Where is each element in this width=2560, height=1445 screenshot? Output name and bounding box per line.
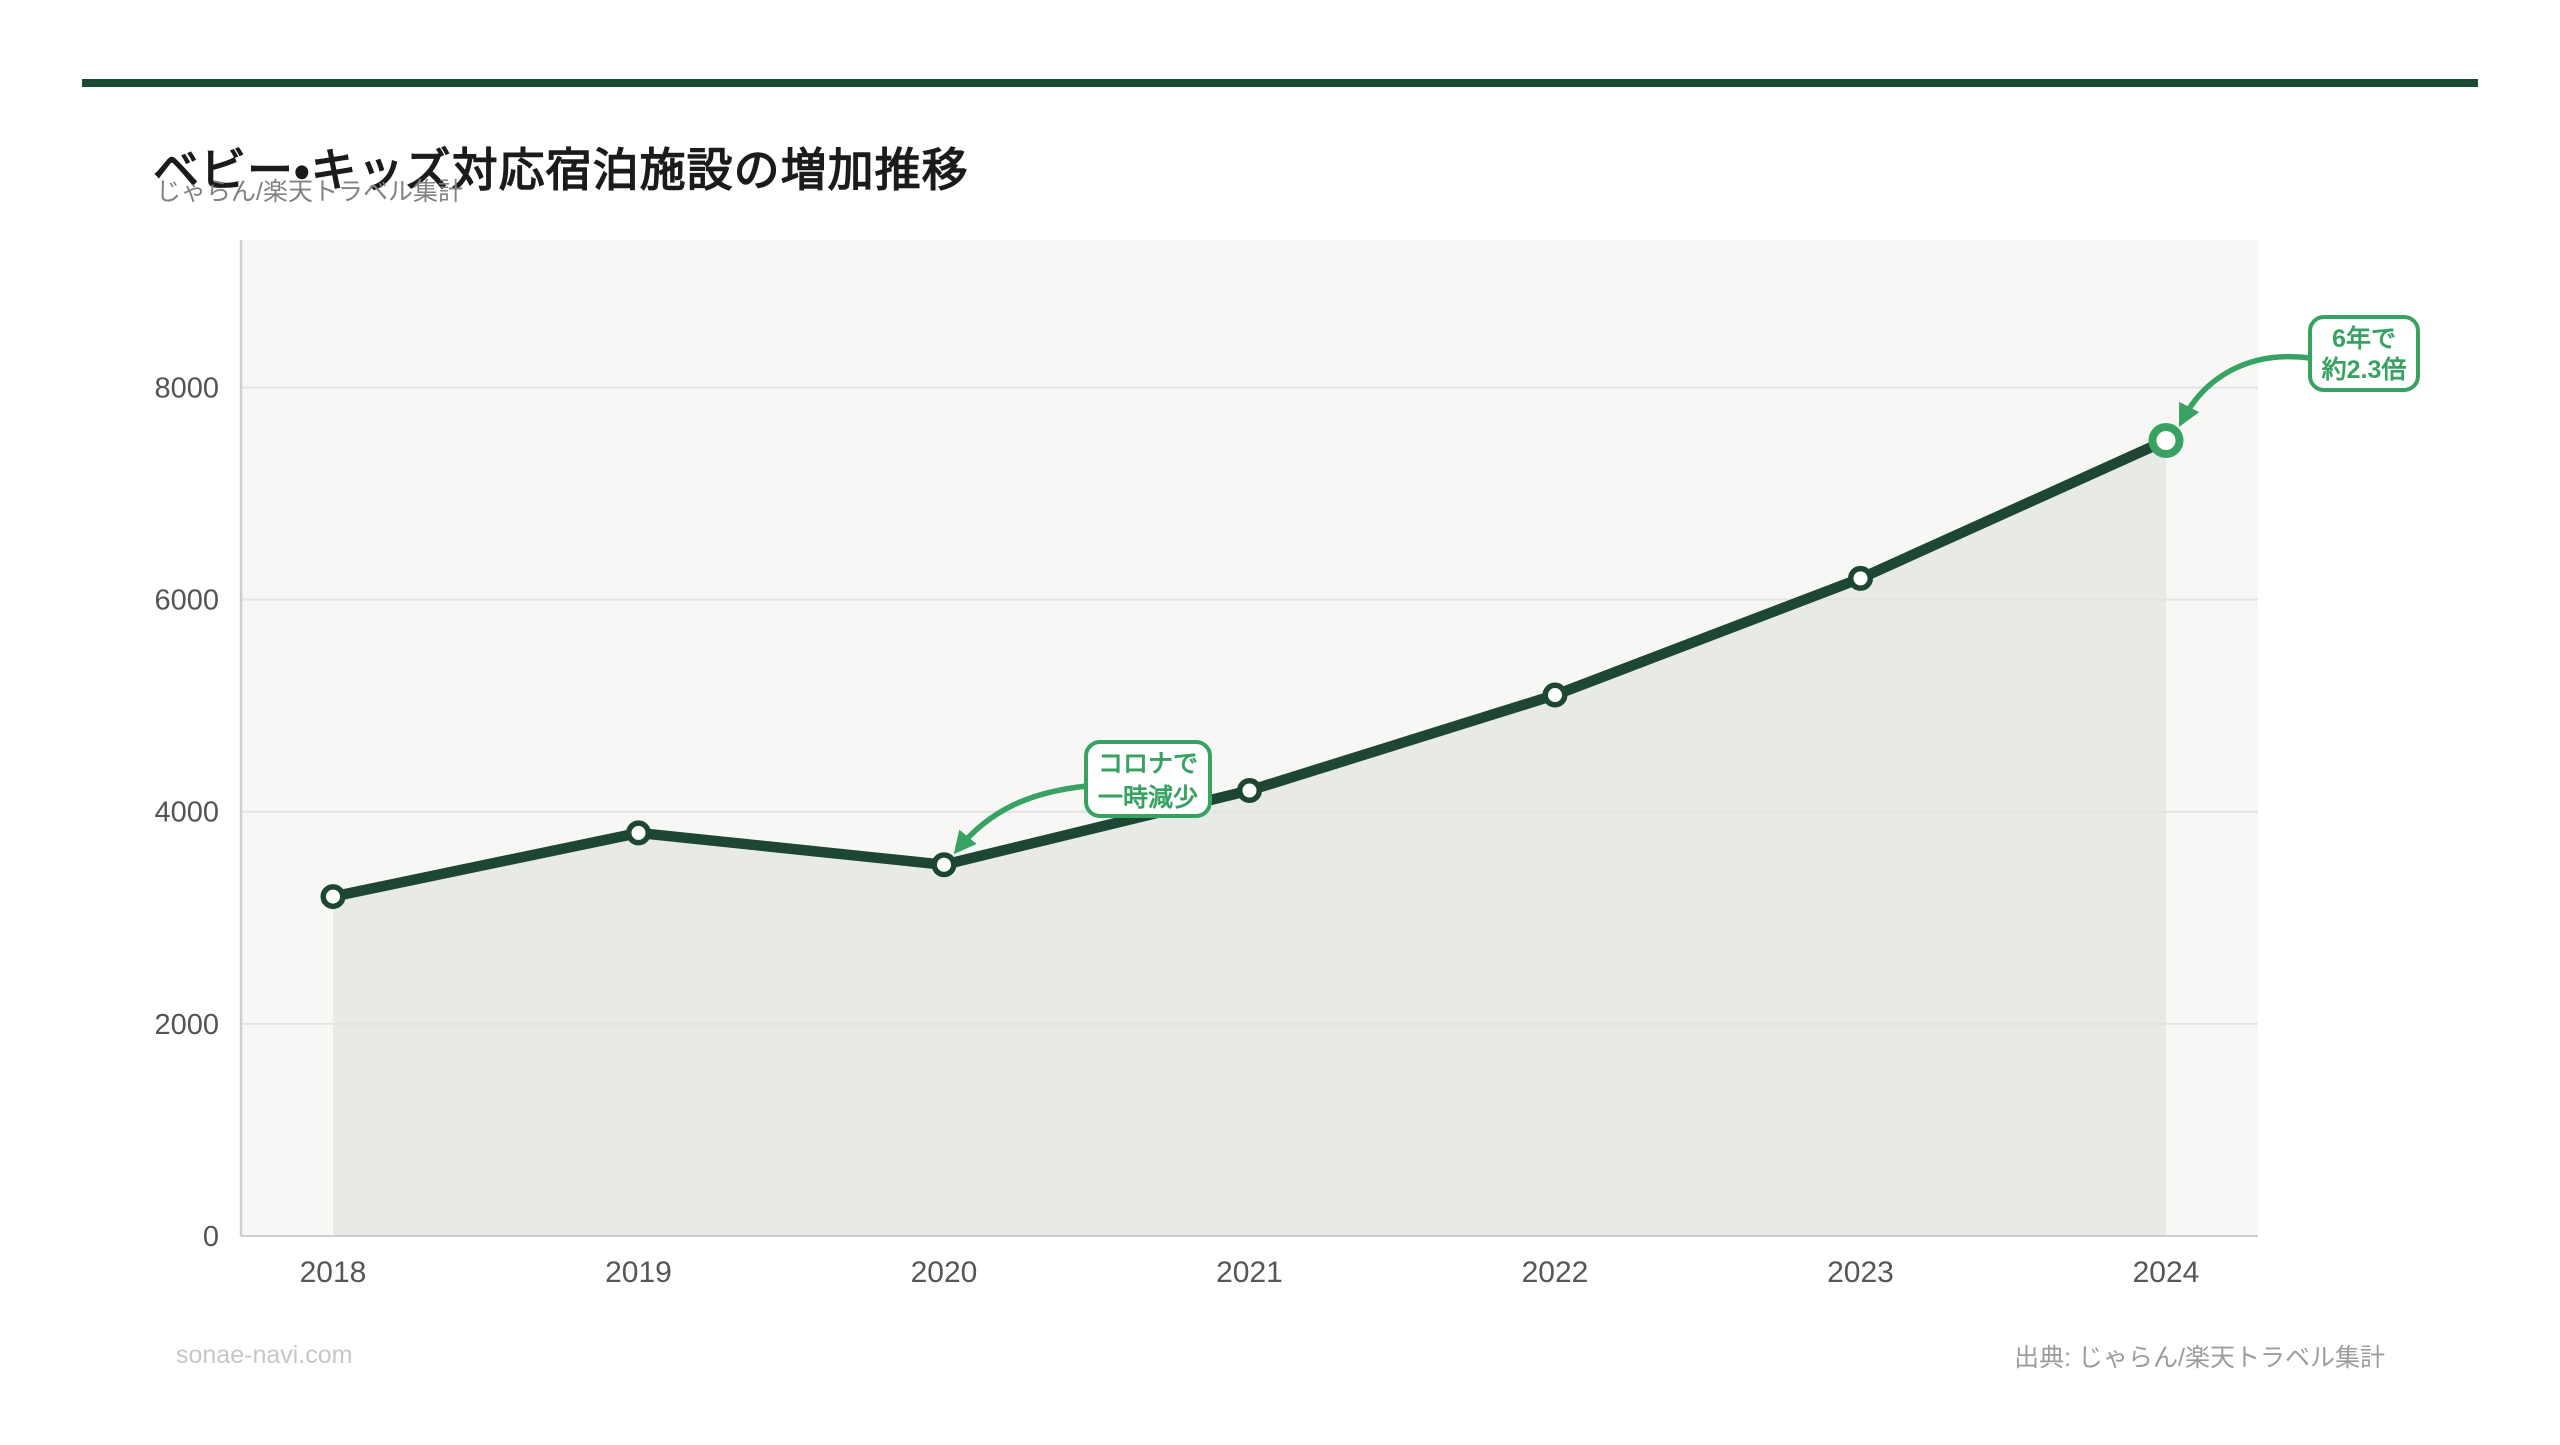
annotation-text: 約2.3倍: [2321, 355, 2407, 384]
annotation-text: コロナで: [1098, 750, 1198, 778]
x-tick-label-2018: 2018: [300, 1256, 367, 1289]
y-tick-label-0: 0: [203, 1221, 219, 1253]
data-point-2019: [626, 820, 651, 846]
annotation-box: [1084, 740, 1212, 818]
page-title: ベビー・キッズ対応宿泊施設の増加推移: [153, 143, 969, 196]
y-tick-label-6000: 6000: [154, 585, 219, 617]
annotation-text: 6年で: [2332, 324, 2396, 353]
x-tick-label-2019: 2019: [605, 1256, 672, 1289]
y-tick-label-8000: 8000: [154, 372, 219, 404]
y-tick-label-2000: 2000: [154, 1009, 219, 1041]
x-tick-label-2020: 2020: [911, 1256, 978, 1289]
annotation-arrow: [953, 783, 1090, 855]
x-tick-label-2021: 2021: [1216, 1256, 1283, 1289]
source-note: 出典: じゃらん/楽天トラベル集計: [2014, 1344, 2385, 1372]
annotation-text: 一時減少: [1098, 783, 1198, 812]
accent-bar: [82, 79, 2478, 87]
data-point-2023: [1848, 565, 1873, 591]
annotation-box: [2308, 315, 2420, 392]
page-subtitle: じゃらん/楽天トラベル集計: [156, 178, 463, 206]
watermark: sonae-navi.com: [176, 1341, 353, 1369]
data-point-2022: [1542, 682, 1568, 708]
data-point-2021: [1237, 778, 1262, 804]
x-tick-label-2022: 2022: [1522, 1256, 1589, 1289]
x-tick-label-2023: 2023: [1827, 1256, 1894, 1289]
y-tick-label-4000: 4000: [154, 797, 219, 829]
x-tick-label-2024: 2024: [2133, 1256, 2200, 1289]
data-point-2024: [2148, 422, 2184, 458]
data-point-2018: [320, 884, 346, 910]
data-point-2020: [931, 852, 957, 878]
annotation-arrow: [2178, 354, 2313, 428]
